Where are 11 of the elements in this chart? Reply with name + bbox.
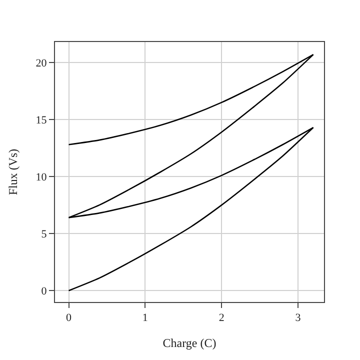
y-tick-label: 20 <box>36 57 48 70</box>
x-tick-label: 3 <box>295 312 302 324</box>
y-tick-label: 10 <box>36 171 48 184</box>
x-tick-label: 2 <box>218 312 224 324</box>
x-axis-title: Charge (C) <box>162 336 216 350</box>
y-tick-label: 5 <box>41 228 48 240</box>
y-tick-label: 0 <box>41 285 48 298</box>
x-tick-label: 1 <box>142 312 148 324</box>
y-tick-label: 15 <box>36 114 48 126</box>
x-tick-label: 0 <box>66 312 72 324</box>
y-axis-title: Flux (Vs) <box>6 148 20 196</box>
